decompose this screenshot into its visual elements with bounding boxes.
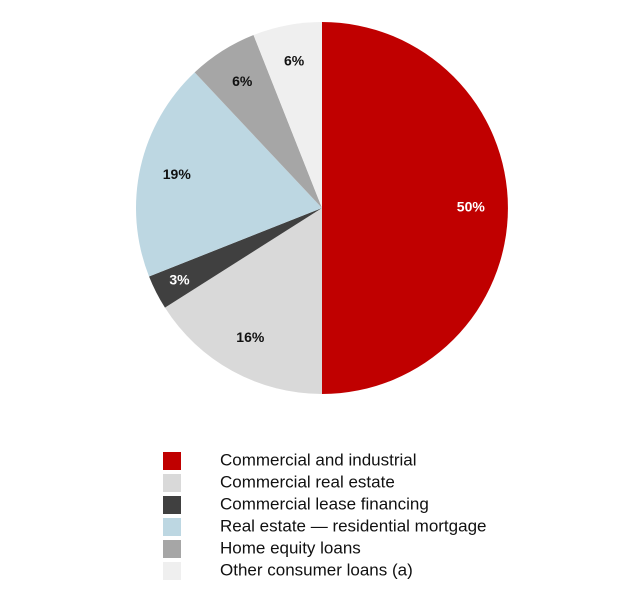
pie-slice — [164, 208, 322, 394]
legend-label: Commercial real estate — [220, 472, 395, 491]
legend-swatch — [163, 452, 181, 470]
legend-label: Commercial lease financing — [220, 494, 429, 513]
legend-swatch — [163, 562, 181, 580]
slice-label: 50% — [457, 199, 486, 215]
slice-label: 3% — [169, 271, 190, 287]
slice-label: 6% — [284, 53, 305, 69]
slice-label: 16% — [236, 329, 265, 345]
legend-swatch — [163, 518, 181, 536]
pie-slice — [149, 208, 322, 308]
legend-label: Commercial and industrial — [220, 450, 417, 469]
legend-swatch — [163, 540, 181, 558]
legend-swatch — [163, 496, 181, 514]
legend-label: Home equity loans — [220, 538, 361, 557]
pie-slice — [322, 22, 508, 394]
pie-slice — [253, 22, 322, 208]
slice-label: 6% — [232, 73, 253, 89]
legend-label: Real estate — residential mortgage — [220, 516, 486, 535]
legend-swatch — [163, 474, 181, 492]
legend-label: Other consumer loans (a) — [220, 560, 413, 579]
pie-slice — [136, 72, 322, 277]
pie-slice — [194, 35, 322, 209]
slice-label: 19% — [163, 166, 192, 182]
